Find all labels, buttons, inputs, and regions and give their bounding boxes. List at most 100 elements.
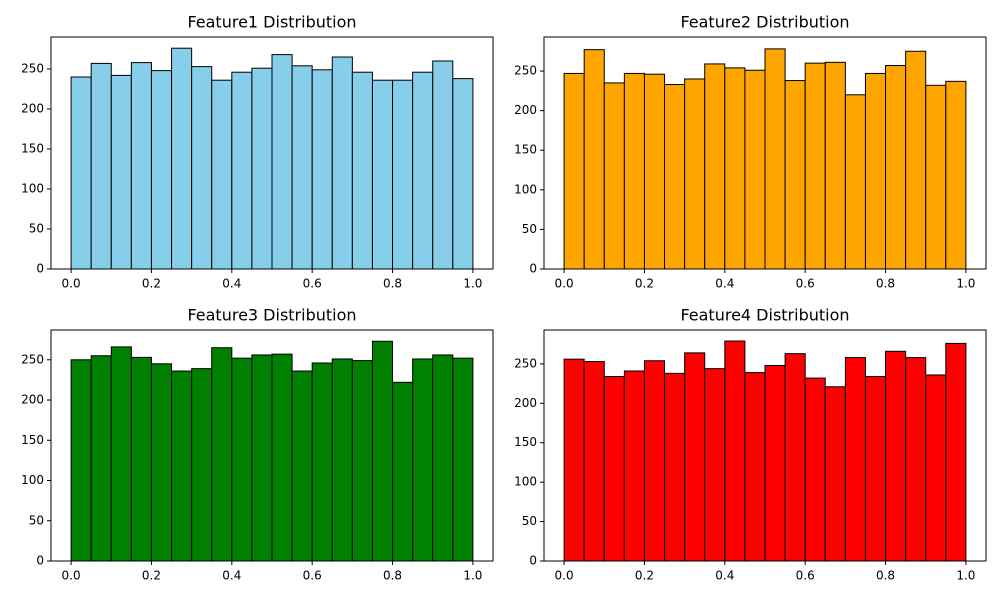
y-tick-label: 100 bbox=[514, 182, 537, 196]
bar bbox=[251, 354, 273, 562]
bar bbox=[351, 360, 373, 562]
x-tick-label: 0.8 bbox=[383, 277, 402, 291]
bar bbox=[864, 72, 887, 270]
y-tick-label: 150 bbox=[514, 143, 537, 157]
y-tick-label: 200 bbox=[21, 393, 44, 407]
bar bbox=[432, 354, 454, 562]
bar bbox=[724, 67, 746, 270]
y-tick-label: 200 bbox=[21, 102, 44, 116]
x-tick-label: 0.6 bbox=[303, 569, 322, 583]
bar bbox=[784, 353, 806, 562]
y-tick-label: 200 bbox=[514, 396, 537, 410]
bar bbox=[664, 84, 686, 270]
bar bbox=[804, 62, 826, 270]
bar bbox=[90, 62, 112, 270]
y-tick-label: 150 bbox=[21, 433, 44, 447]
x-tick-label: 0.4 bbox=[222, 569, 241, 583]
x-tick-label: 0.0 bbox=[555, 569, 574, 583]
bar bbox=[351, 71, 373, 270]
y-tick-label: 100 bbox=[514, 475, 537, 489]
bar bbox=[70, 359, 92, 562]
x-tick-label: 0.0 bbox=[555, 277, 574, 291]
bar bbox=[171, 47, 193, 270]
y-tick-label: 250 bbox=[21, 352, 44, 366]
bar bbox=[885, 65, 907, 270]
bar bbox=[744, 69, 766, 270]
bar bbox=[684, 352, 706, 562]
bar bbox=[885, 350, 907, 562]
bar bbox=[211, 79, 233, 270]
bar bbox=[704, 63, 726, 270]
x-tick-label: 1.0 bbox=[463, 569, 482, 583]
bar bbox=[844, 357, 866, 562]
bar bbox=[563, 358, 585, 562]
bar bbox=[432, 60, 454, 270]
bar bbox=[130, 356, 152, 562]
bar bbox=[291, 65, 313, 270]
bar bbox=[311, 362, 333, 562]
bar bbox=[251, 67, 273, 270]
bar bbox=[191, 368, 213, 562]
bar bbox=[824, 61, 846, 270]
bar bbox=[392, 79, 414, 270]
bar bbox=[271, 353, 293, 562]
x-tick-label: 0.4 bbox=[715, 277, 734, 291]
bar bbox=[643, 360, 666, 562]
y-tick-label: 250 bbox=[21, 62, 44, 76]
y-tick-label: 0 bbox=[529, 554, 537, 568]
axes-frame bbox=[543, 329, 987, 562]
bar bbox=[764, 48, 786, 270]
bar bbox=[623, 370, 645, 562]
x-tick-label: 0.2 bbox=[635, 569, 654, 583]
bar bbox=[110, 74, 132, 270]
x-tick-label: 0.2 bbox=[142, 569, 161, 583]
bar bbox=[371, 79, 394, 270]
y-tick-label: 0 bbox=[36, 554, 44, 568]
y-tick-label: 50 bbox=[522, 222, 537, 236]
bar bbox=[724, 340, 746, 562]
bar bbox=[945, 342, 967, 562]
bar bbox=[864, 376, 887, 562]
y-tick-label: 150 bbox=[21, 142, 44, 156]
bar bbox=[412, 358, 434, 562]
x-tick-label: 1.0 bbox=[463, 277, 482, 291]
bar bbox=[603, 82, 625, 270]
x-tick-label: 0.8 bbox=[876, 569, 895, 583]
x-tick-label: 0.4 bbox=[222, 277, 241, 291]
chart-title: Feature2 Distribution bbox=[680, 13, 849, 32]
bar bbox=[925, 374, 947, 562]
bar bbox=[643, 73, 666, 270]
bar bbox=[784, 80, 806, 270]
bar bbox=[130, 62, 152, 270]
bar bbox=[70, 76, 92, 270]
bar bbox=[905, 357, 927, 562]
bar bbox=[331, 358, 353, 562]
y-tick-label: 50 bbox=[29, 222, 44, 236]
bar bbox=[744, 372, 766, 562]
bar bbox=[664, 372, 686, 562]
x-tick-label: 0.4 bbox=[715, 569, 734, 583]
x-tick-label: 0.6 bbox=[303, 277, 322, 291]
bar bbox=[603, 376, 625, 562]
y-tick-label: 100 bbox=[21, 473, 44, 487]
x-tick-label: 0.2 bbox=[142, 277, 161, 291]
bar bbox=[171, 370, 193, 562]
bar bbox=[905, 50, 927, 270]
bar bbox=[150, 363, 173, 562]
bar bbox=[412, 71, 434, 270]
x-tick-label: 0.8 bbox=[876, 277, 895, 291]
bar bbox=[452, 78, 474, 270]
y-tick-label: 200 bbox=[514, 103, 537, 117]
y-tick-label: 250 bbox=[514, 64, 537, 78]
bar bbox=[90, 355, 112, 562]
bar bbox=[331, 56, 353, 270]
bar bbox=[392, 381, 414, 562]
y-tick-label: 250 bbox=[514, 356, 537, 370]
bar bbox=[925, 84, 947, 270]
x-tick-label: 0.0 bbox=[62, 277, 81, 291]
bar bbox=[945, 80, 967, 270]
bar bbox=[231, 71, 253, 270]
bar bbox=[583, 49, 605, 270]
chart-title: Feature4 Distribution bbox=[680, 306, 849, 325]
